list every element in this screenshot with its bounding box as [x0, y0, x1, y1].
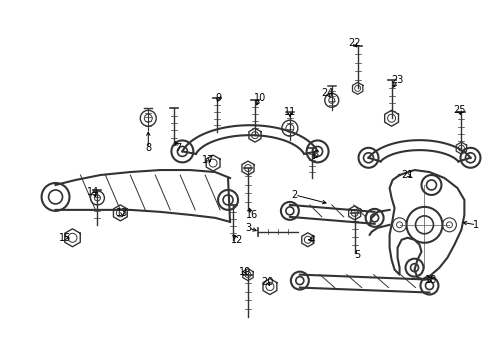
Text: 14: 14 [87, 187, 99, 197]
Text: 5: 5 [355, 250, 361, 260]
Text: 21: 21 [401, 170, 414, 180]
Text: 1: 1 [473, 220, 479, 230]
Text: 4: 4 [309, 235, 315, 245]
Text: 9: 9 [215, 93, 221, 103]
Text: 20: 20 [262, 276, 274, 287]
Text: 7: 7 [175, 143, 181, 153]
Text: 16: 16 [246, 210, 258, 220]
Text: 2: 2 [292, 190, 298, 200]
Text: 17: 17 [202, 155, 214, 165]
Text: 6: 6 [313, 150, 319, 160]
Text: 25: 25 [453, 105, 465, 115]
Text: 10: 10 [254, 93, 266, 103]
Text: 24: 24 [321, 88, 334, 98]
Text: 15: 15 [59, 233, 72, 243]
Text: 23: 23 [392, 75, 404, 85]
Text: 18: 18 [425, 275, 438, 285]
Text: 12: 12 [231, 235, 243, 245]
Text: 8: 8 [145, 143, 151, 153]
Text: 22: 22 [348, 37, 361, 48]
Text: 19: 19 [239, 267, 251, 276]
Text: 13: 13 [116, 208, 128, 218]
Text: 11: 11 [284, 107, 296, 117]
Text: 3: 3 [245, 223, 251, 233]
